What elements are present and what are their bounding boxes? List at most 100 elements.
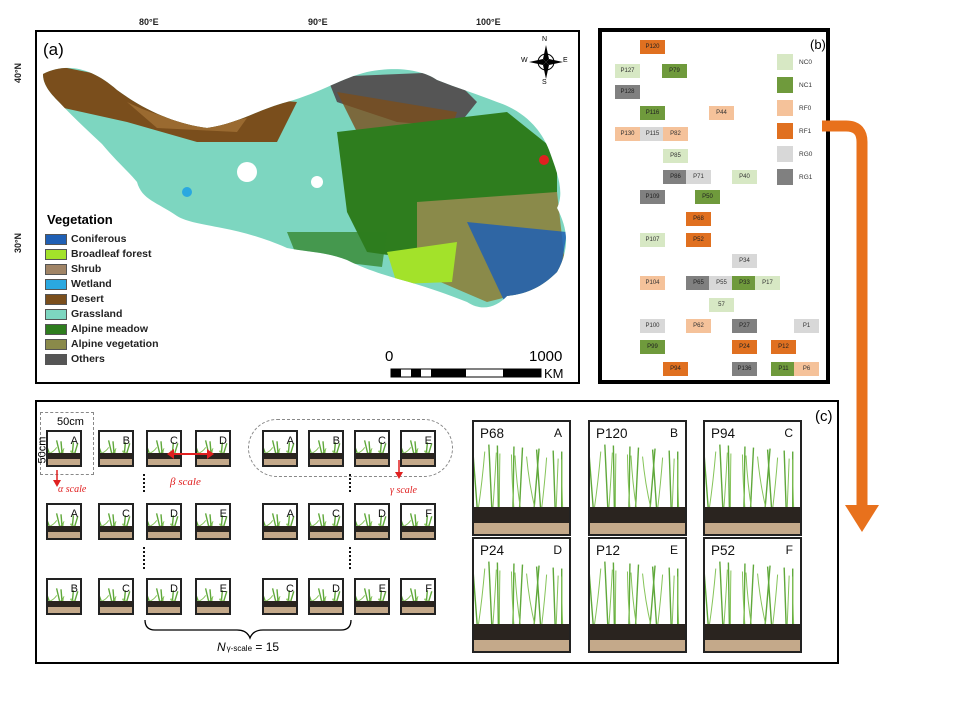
plot-p100: P100 (640, 319, 665, 333)
quadrat-tile: C (146, 430, 182, 467)
compass-s: S (542, 79, 547, 86)
legend-label: Others (71, 353, 105, 365)
panel-b-layout: (b) P120 P127 P79 P128 P116 P44 P130 P115 P82 P85… (598, 28, 830, 384)
alpha-box (40, 412, 94, 475)
panel-c-label: (c) (815, 408, 833, 425)
n-value: = 15 (255, 640, 280, 654)
key-swatch-rf1 (777, 123, 793, 139)
quadrat-tile: D (354, 503, 390, 540)
compass-e: E (563, 57, 568, 64)
quadrat-tile: E (195, 503, 231, 540)
lon-tick-80: 80°E (139, 17, 159, 27)
scale-arrows (53, 449, 403, 640)
quadrat-label: F (425, 508, 432, 520)
plot-p12: P12 (771, 340, 796, 354)
plot-example-p94: P94 C (703, 420, 802, 536)
plot-p50: P50 (695, 190, 720, 204)
quadrat-tile: A (262, 430, 298, 467)
quadrat-tile: C (98, 578, 134, 615)
quadrat-label: B (332, 435, 340, 447)
legend-label: Broadleaf forest (71, 248, 152, 260)
quadrat-tile: C (354, 430, 390, 467)
quadrat-label: A (286, 508, 294, 520)
lon-tick-100: 100°E (476, 17, 501, 27)
alpha-scale-label: α scale (58, 484, 87, 495)
quadrat-label: C (332, 508, 340, 520)
quadrat-tile: B (46, 578, 82, 615)
quadrat-label: C (122, 508, 130, 520)
quadrat-label: E (219, 508, 227, 520)
plot-p120: P120 (640, 40, 665, 54)
plot-p136: P136 (732, 362, 757, 376)
example-plot-label: P120 (596, 426, 628, 441)
quadrat-label: A (286, 435, 294, 447)
legend-label: Coniferous (71, 233, 127, 245)
legend-item: Wetland (45, 277, 112, 291)
plateau-map (43, 45, 567, 378)
compass-w: W (521, 57, 528, 64)
legend-swatch (45, 308, 67, 320)
quadrat-tile: E (400, 430, 436, 467)
example-sub-label: A (553, 426, 562, 440)
key-swatch-rf0 (777, 100, 793, 116)
plot-p52: P52 (686, 233, 711, 247)
plot-example-p12: P12 E (588, 537, 687, 653)
dots-1 (143, 474, 148, 492)
example-plot-label: P52 (711, 543, 736, 558)
plot-p62: P62 (686, 319, 711, 333)
quadrat-tile: E (354, 578, 390, 615)
plot-p109: P109 (640, 190, 665, 204)
plot-p127: P127 (615, 64, 640, 78)
quadrat-tile: E (195, 578, 231, 615)
key-swatch-nc0 (777, 54, 793, 70)
legend-label: Grassland (71, 308, 123, 320)
plot-p86: P86 (663, 170, 688, 184)
plot-p99: P99 (640, 340, 665, 354)
quadrat-tile: B (98, 430, 134, 467)
compass-n: N (542, 36, 548, 43)
legend-label: Shrub (71, 263, 102, 275)
plot-p115: P115 (640, 127, 665, 141)
plot-p104: P104 (640, 276, 665, 290)
legend-swatch (45, 338, 67, 350)
size-width-label: 50cm (57, 416, 84, 428)
dots-2 (143, 547, 148, 569)
legend-item: Shrub (45, 262, 101, 276)
key-label-rg0: RG0 (799, 151, 813, 158)
quadrat-tile: C (98, 503, 134, 540)
plot-p128: P128 (615, 85, 640, 99)
legend-swatch (45, 353, 67, 365)
plot-p79: P79 (662, 64, 687, 78)
n-symbol: N (217, 640, 226, 654)
key-label-nc1: NC1 (799, 82, 813, 89)
plot-57: 57 (709, 298, 734, 312)
quadrat-tile: B (308, 430, 344, 467)
n-gamma-label: Nγ-scale = 15 (217, 640, 279, 654)
plot-p116: P116 (640, 106, 665, 120)
plot-p82: P82 (663, 127, 688, 141)
quadrat-label: E (219, 583, 227, 595)
quadrat-label: C (170, 435, 178, 447)
legend-item: Alpine meadow (45, 322, 148, 336)
n-subscript: γ-scale (226, 644, 253, 653)
quadrat-tile: F (400, 578, 436, 615)
quadrat-tile: C (308, 503, 344, 540)
key-swatch-rg0 (777, 146, 793, 162)
legend-swatch (45, 233, 67, 245)
key-label-rf0: RF0 (799, 105, 812, 112)
quadrat-label: C (122, 583, 130, 595)
panel-a-map: (a) (35, 30, 580, 384)
legend-swatch (45, 263, 67, 275)
quadrat-tile: C (262, 578, 298, 615)
key-label-rf1: RF1 (799, 128, 812, 135)
example-sub-label: D (553, 543, 562, 557)
scale-end: 1000 (529, 348, 563, 365)
plot-p34: P34 (732, 254, 757, 268)
plot-p65: P65 (686, 276, 711, 290)
example-sub-label: E (669, 543, 678, 557)
quadrat-label: A (70, 435, 78, 447)
dots-3 (349, 474, 354, 492)
gamma-scale-label: γ scale (390, 485, 417, 496)
legend-swatch (45, 323, 67, 335)
